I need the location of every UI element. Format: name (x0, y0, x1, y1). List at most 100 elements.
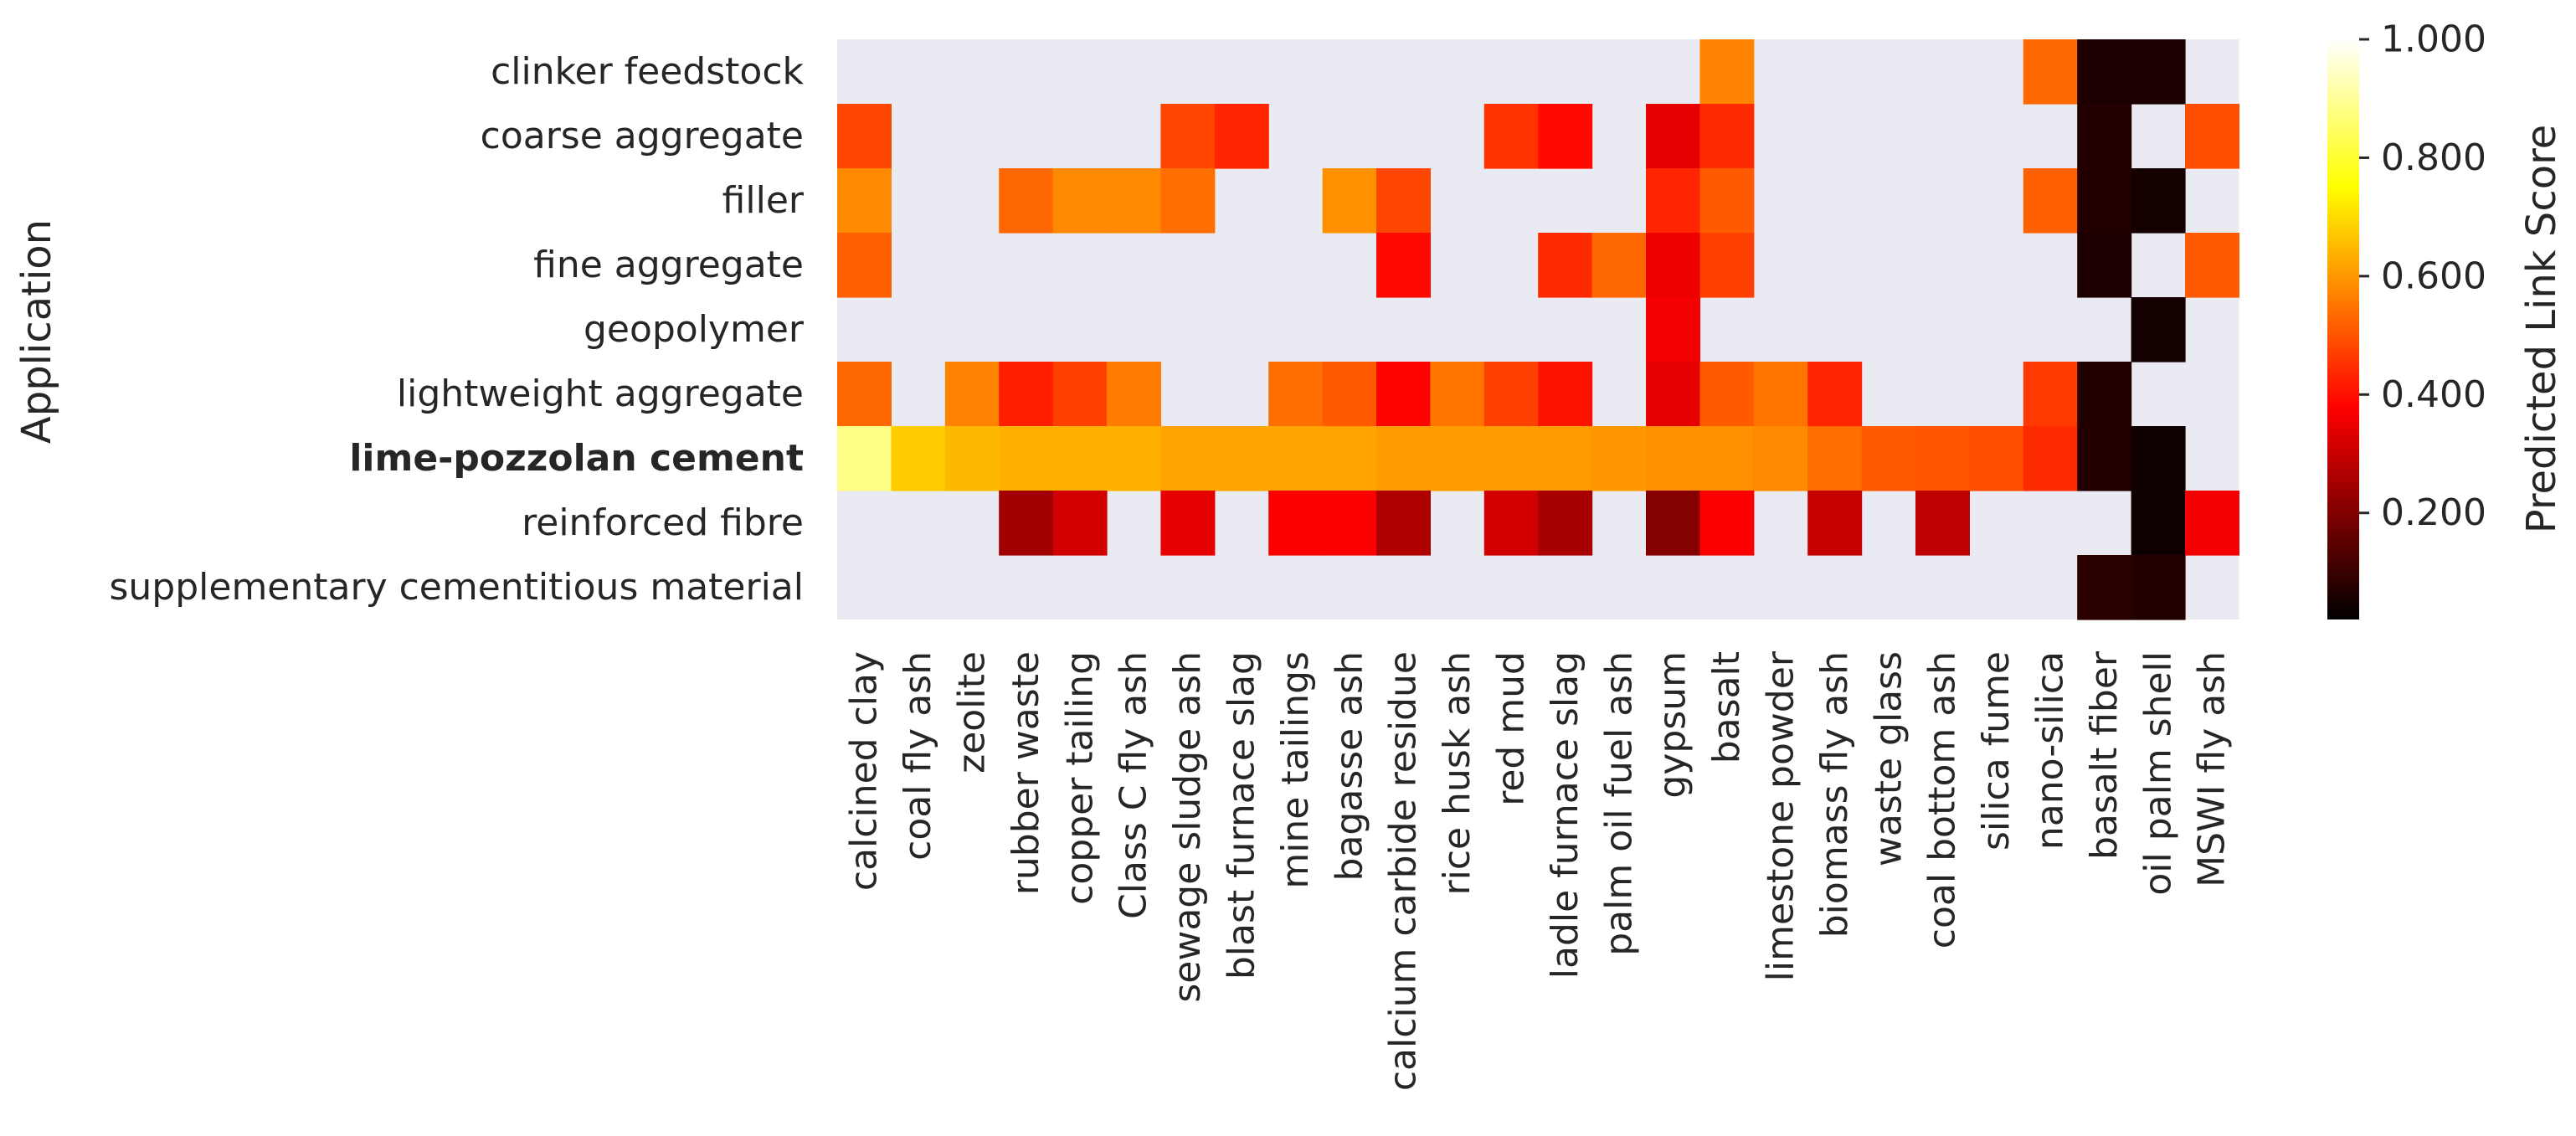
heatmap-cell-lightweight-aggregate-calcined-clay (837, 362, 892, 427)
heatmap-cell-filler-rubber-waste (999, 168, 1054, 234)
heatmap-cell-reinforced-fibre-mine-tailings (1268, 491, 1324, 556)
x-tick-label-coal-bottom-ash: coal bottom ash (1921, 651, 1964, 948)
heatmap-cell-filler-copper-tailing (1052, 168, 1108, 234)
heatmap-cell-lime-pozzolan-cement-blast-furnace-slag (1214, 426, 1269, 491)
y-tick-labels: clinker feedstock coarse aggregate filler f… (109, 50, 804, 609)
heatmap-cell-lightweight-aggregate-calcium-carbide-residue (1376, 362, 1431, 427)
colorbar-tick-label: 0.800 (2381, 136, 2486, 179)
heatmap-cell-reinforced-fibre-basalt (1699, 491, 1755, 556)
heatmap-cell-reinforced-fibre-gypsum (1646, 491, 1700, 556)
y-tick-label-lightweight-aggregate: lightweight aggregate (397, 373, 804, 415)
heatmap-cell-coarse-aggregate-basalt (1699, 104, 1755, 169)
heatmap-cell-lightweight-aggregate-rubber-waste (999, 362, 1054, 427)
heatmap-cell-lime-pozzolan-cement-rubber-waste (999, 426, 1054, 491)
x-tick-label-calcium-carbide-residue: calcium carbide residue (1382, 651, 1425, 1091)
heatmap-cell-lime-pozzolan-cement-limestone-powder (1753, 426, 1808, 491)
colorbar (2327, 39, 2359, 619)
y-axis-title: Application (13, 219, 60, 444)
x-tick-label-class-c-fly-ash: Class C fly ash (1113, 651, 1155, 919)
x-tick-label-sewage-sludge-ash: sewage sludge ash (1166, 651, 1209, 1003)
heatmap-cells (837, 39, 2239, 620)
heatmap-cell-reinforced-fibre-sewage-sludge-ash (1160, 491, 1216, 556)
x-tick-label-nano-silica: nano-silica (2029, 651, 2072, 850)
heatmap-cell-lightweight-aggregate-ladle-furnace-slag (1538, 362, 1593, 427)
heatmap-cell-lightweight-aggregate-mine-tailings (1268, 362, 1324, 427)
x-tick-label-mine-tailings: mine tailings (1274, 651, 1317, 889)
heatmap-cell-lightweight-aggregate-basalt (1699, 362, 1755, 427)
heatmap-cell-lime-pozzolan-cement-class-c-fly-ash (1107, 426, 1161, 491)
heatmap-cell-lime-pozzolan-cement-copper-tailing (1052, 426, 1108, 491)
x-tick-label-copper-tailing: copper tailing (1058, 651, 1101, 905)
x-tick-label-basalt: basalt (1705, 651, 1748, 763)
heatmap-cell-lightweight-aggregate-copper-tailing (1052, 362, 1108, 427)
x-tick-label-rubber-waste: rubber waste (1005, 651, 1047, 895)
heatmap-cell-reinforced-fibre-copper-tailing (1052, 491, 1108, 556)
heatmap-cell-lightweight-aggregate-nano-silica (2023, 362, 2078, 427)
x-tick-label-mswi-fly-ash: MSWI fly ash (2191, 651, 2234, 887)
x-tick-label-biomass-fly-ash: biomass fly ash (1813, 651, 1856, 938)
heatmap-cell-lightweight-aggregate-rice-husk-ash (1430, 362, 1485, 427)
colorbar-tick-label: 1.000 (2381, 18, 2486, 61)
heatmap-cell-lime-pozzolan-cement-gypsum (1646, 426, 1700, 491)
x-tick-label-red-mud: red mud (1490, 651, 1533, 806)
heatmap-cell-clinker-feedstock-oil-palm-shell (2131, 39, 2186, 105)
heatmap-cell-fine-aggregate-gypsum (1646, 233, 1700, 298)
heatmap-cell-reinforced-fibre-oil-palm-shell (2131, 491, 2186, 556)
heatmap-cell-lime-pozzolan-cement-nano-silica (2023, 426, 2078, 491)
heatmap-cell-lightweight-aggregate-basalt-fiber (2077, 362, 2132, 427)
heatmap-cell-filler-class-c-fly-ash (1107, 168, 1161, 234)
y-tick-label-clinker-feedstock: clinker feedstock (491, 50, 804, 93)
heatmap-cell-clinker-feedstock-basalt (1699, 39, 1755, 105)
y-tick-label-reinforced-fibre: reinforced fibre (522, 501, 804, 544)
heatmap-cell-coarse-aggregate-sewage-sludge-ash (1160, 104, 1216, 169)
x-tick-labels: calcined clay coal fly ash zeolite rubber w… (843, 650, 2234, 1091)
heatmap-cell-fine-aggregate-calcined-clay (837, 233, 892, 298)
heatmap-cell-geopolymer-gypsum (1646, 297, 1700, 362)
heatmap-cell-lime-pozzolan-cement-ladle-furnace-slag (1538, 426, 1593, 491)
heatmap-cell-filler-oil-palm-shell (2131, 168, 2186, 234)
heatmap-cell-reinforced-fibre-calcium-carbide-residue (1376, 491, 1431, 556)
heatmap-cell-clinker-feedstock-nano-silica (2023, 39, 2078, 105)
heatmap-cell-geopolymer-oil-palm-shell (2131, 297, 2186, 362)
heatmap-cell-coarse-aggregate-basalt-fiber (2077, 104, 2132, 169)
colorbar-tick-label: 0.600 (2381, 254, 2486, 297)
heatmap-cell-lightweight-aggregate-biomass-fly-ash (1807, 362, 1863, 427)
x-tick-label-bagasse-ash: bagasse ash (1328, 651, 1370, 881)
heatmap-cell-fine-aggregate-ladle-furnace-slag (1538, 233, 1593, 298)
heatmap-cell-lightweight-aggregate-gypsum (1646, 362, 1700, 427)
heatmap-cell-lime-pozzolan-cement-waste-glass (1861, 426, 1916, 491)
y-tick-label-filler: filler (722, 179, 805, 222)
heatmap-cell-filler-calcium-carbide-residue (1376, 168, 1431, 234)
x-tick-label-silica-fume: silica fume (1975, 651, 2018, 851)
heatmap-cell-fine-aggregate-basalt-fiber (2077, 233, 2132, 298)
heatmap-cell-filler-calcined-clay (837, 168, 892, 234)
heatmap-cell-lime-pozzolan-cement-rice-husk-ash (1430, 426, 1485, 491)
x-tick-label-coal-fly-ash: coal fly ash (897, 651, 939, 861)
x-tick-label-calcined-clay: calcined clay (843, 651, 886, 891)
heatmap-cell-lime-pozzolan-cement-oil-palm-shell (2131, 426, 2186, 491)
heatmap-cell-lime-pozzolan-cement-calcium-carbide-residue (1376, 426, 1431, 491)
heatmap-cell-lightweight-aggregate-limestone-powder (1753, 362, 1808, 427)
heatmap-cell-lime-pozzolan-cement-palm-oil-fuel-ash (1591, 426, 1647, 491)
heatmap-cell-fine-aggregate-calcium-carbide-residue (1376, 233, 1431, 298)
y-tick-label-lime-pozzolan-cement: lime-pozzolan cement (349, 437, 804, 480)
heatmap-cell-reinforced-fibre-coal-bottom-ash (1915, 491, 1970, 556)
x-tick-label-oil-palm-shell: oil palm shell (2136, 651, 2179, 896)
heatmap-cell-lime-pozzolan-cement-red-mud (1483, 426, 1539, 491)
x-tick-label-rice-husk-ash: rice husk ash (1436, 651, 1478, 896)
heatmap-cell-lime-pozzolan-cement-basalt (1699, 426, 1755, 491)
heatmap-cell-lightweight-aggregate-zeolite (944, 362, 1000, 427)
heatmap-cell-reinforced-fibre-ladle-furnace-slag (1538, 491, 1593, 556)
heatmap-cell-reinforced-fibre-biomass-fly-ash (1807, 491, 1863, 556)
heatmap-cell-coarse-aggregate-calcined-clay (837, 104, 892, 169)
heatmap-cell-lime-pozzolan-cement-bagasse-ash (1322, 426, 1377, 491)
heatmap-cell-filler-gypsum (1646, 168, 1700, 234)
heatmap-cell-lime-pozzolan-cement-coal-fly-ash (891, 426, 946, 491)
heatmap-cell-reinforced-fibre-rubber-waste (999, 491, 1054, 556)
colorbar-tick-label: 0.400 (2381, 373, 2486, 416)
heatmap-cell-coarse-aggregate-blast-furnace-slag (1214, 104, 1269, 169)
heatmap-cell-filler-nano-silica (2023, 168, 2078, 234)
x-tick-label-zeolite: zeolite (951, 651, 994, 774)
y-tick-label-coarse-aggregate: coarse aggregate (481, 115, 804, 157)
